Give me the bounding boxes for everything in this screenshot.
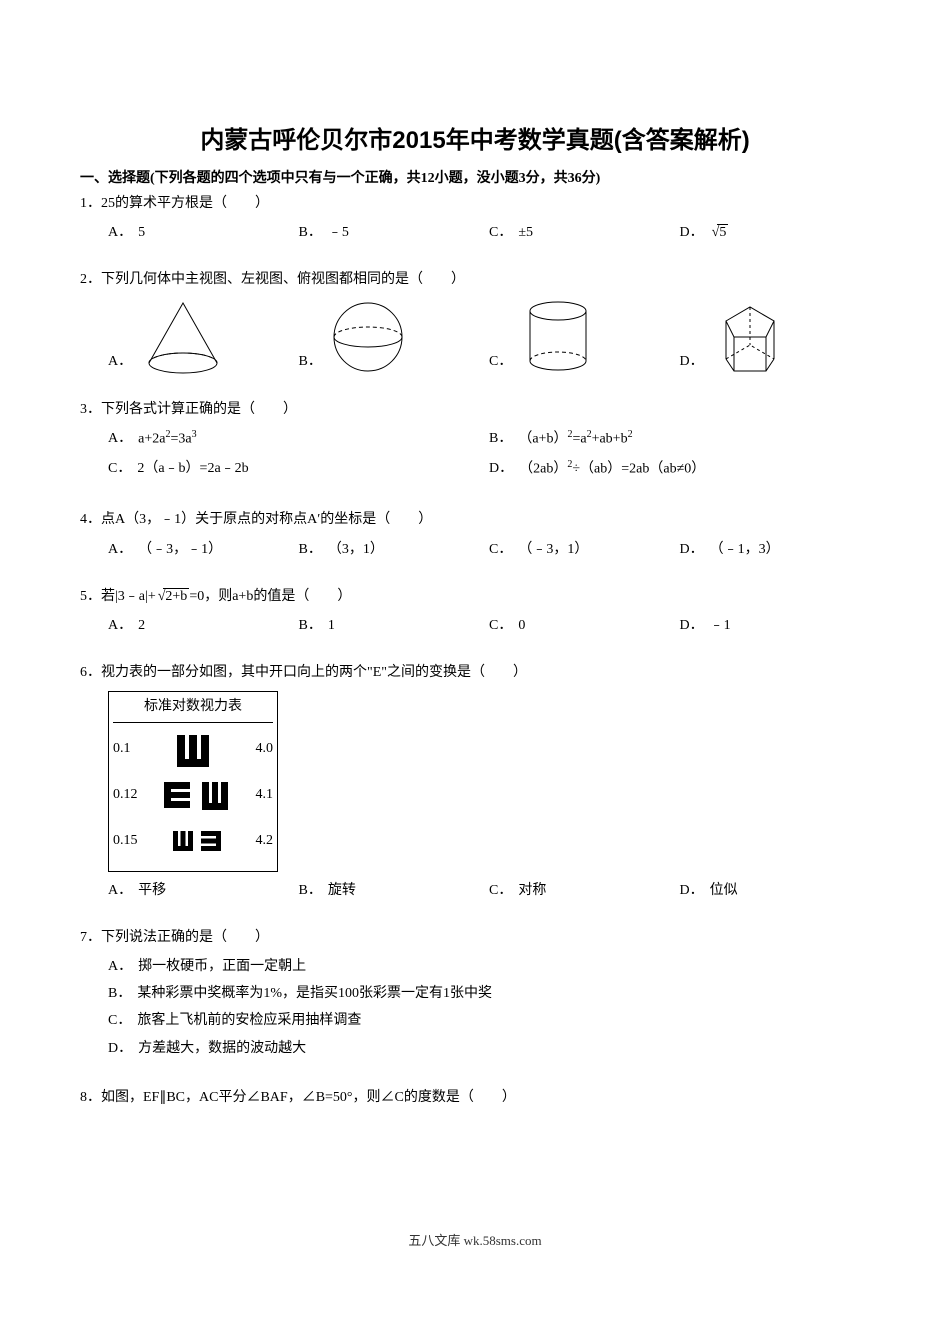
q4-opt-b: B．（3，1） [299, 537, 490, 562]
q2-opt-c: C． [489, 297, 680, 375]
q7-opt-c: C．旅客上飞机前的安检应采用抽样调查 [108, 1008, 870, 1033]
question-5: 5．若|3﹣a|+2+b=0，则a+b的值是（ ） A．2 B．1 C．0 D．… [80, 584, 870, 638]
q5-stem: 5．若|3﹣a|+2+b=0，则a+b的值是（ ） [80, 584, 870, 609]
sphere-icon [328, 297, 408, 375]
q4-opt-d: D．（﹣1，3） [680, 537, 871, 562]
eye-row-1: 0.1 4.0 [113, 729, 273, 769]
q6-opt-d: D．位似 [680, 878, 871, 903]
q1-opt-d: D．5 [680, 220, 871, 245]
q4-opt-c: C．（﹣3，1） [489, 537, 680, 562]
footer: 五八文库 wk.58sms.com [80, 1230, 870, 1249]
q1-opt-a: A．5 [108, 220, 299, 245]
q3-stem: 3．下列各式计算正确的是（ ） [80, 397, 870, 422]
q7-stem: 7．下列说法正确的是（ ） [80, 925, 870, 950]
q6-opt-b: B．旋转 [299, 878, 490, 903]
pentagonal-prism-icon [710, 297, 790, 375]
q2-stem: 2．下列几何体中主视图、左视图、俯视图都相同的是（ ） [80, 267, 870, 292]
q5-opt-a: A．2 [108, 613, 299, 638]
q5-opt-c: C．0 [489, 613, 680, 638]
q6-stem: 6．视力表的一部分如图，其中开口向上的两个"E"之间的变换是（ ） [80, 660, 870, 685]
q1-stem: 1．25的算术平方根是（ ） [80, 191, 870, 216]
question-3: 3．下列各式计算正确的是（ ） A．a+2a2=3a3 B．（a+b）2=a2+… [80, 397, 870, 486]
eye-chart-title: 标准对数视力表 [113, 694, 273, 722]
sqrt-icon: 2+b [156, 584, 190, 609]
question-2: 2．下列几何体中主视图、左视图、俯视图都相同的是（ ） A． B． [80, 267, 870, 374]
question-1: 1．25的算术平方根是（ ） A．5 B．﹣5 C．±5 D．5 [80, 191, 870, 245]
q5-opt-d: D．﹣1 [680, 613, 871, 638]
e-up-left-icons [172, 830, 222, 852]
q2-opt-a: A． [108, 297, 299, 375]
question-7: 7．下列说法正确的是（ ） A．掷一枚硬币，正面一定朝上 B．某种彩票中奖概率为… [80, 925, 870, 1063]
q3-opt-c: C．2（a﹣b）=2a﹣2b [108, 456, 489, 481]
question-6: 6．视力表的一部分如图，其中开口向上的两个"E"之间的变换是（ ） 标准对数视力… [80, 660, 870, 903]
q7-opt-a: A．掷一枚硬币，正面一定朝上 [108, 954, 870, 979]
q6-opt-a: A．平移 [108, 878, 299, 903]
eye-row-3: 0.15 4.2 [113, 821, 273, 861]
q2-opt-d: D． [680, 297, 871, 375]
q1-opt-c: C．±5 [489, 220, 680, 245]
section-header: 一、选择题(下列各题的四个选项中只有与一个正确，共12小题，没小题3分，共36分… [80, 167, 870, 187]
q8-stem: 8．如图，EF∥BC，AC平分∠BAF，∠B=50°，则∠C的度数是（ ） [80, 1085, 870, 1110]
q3-opt-a: A．a+2a2=3a3 [108, 426, 489, 452]
q3-opt-b: B．（a+b）2=a2+ab+b2 [489, 426, 870, 452]
question-8: 8．如图，EF∥BC，AC平分∠BAF，∠B=50°，则∠C的度数是（ ） [80, 1085, 870, 1110]
e-up-icon [175, 731, 211, 767]
q3-opt-d: D．（2ab）2÷（ab）=2ab（ab≠0） [489, 456, 870, 482]
eye-row-2: 0.12 4.1 [113, 775, 273, 815]
cone-icon [138, 297, 228, 375]
eye-chart: 标准对数视力表 0.1 4.0 0.12 4.1 0.15 [108, 691, 278, 871]
q4-stem: 4．点A（3，﹣1）关于原点的对称点A′的坐标是（ ） [80, 507, 870, 532]
e-right-left-icons [164, 780, 230, 810]
q5-opt-b: B．1 [299, 613, 490, 638]
q6-opt-c: C．对称 [489, 878, 680, 903]
cylinder-icon [518, 297, 598, 375]
q7-opt-b: B．某种彩票中奖概率为1%，是指买100张彩票一定有1张中奖 [108, 981, 870, 1006]
q1-opt-b: B．﹣5 [299, 220, 490, 245]
page-title: 内蒙古呼伦贝尔市2015年中考数学真题(含答案解析) [80, 120, 870, 155]
q7-opt-d: D．方差越大，数据的波动越大 [108, 1036, 870, 1061]
question-4: 4．点A（3，﹣1）关于原点的对称点A′的坐标是（ ） A．（﹣3，﹣1） B．… [80, 507, 870, 561]
q4-opt-a: A．（﹣3，﹣1） [108, 537, 299, 562]
sqrt-icon: 5 [710, 220, 729, 245]
q2-opt-b: B． [299, 297, 490, 375]
